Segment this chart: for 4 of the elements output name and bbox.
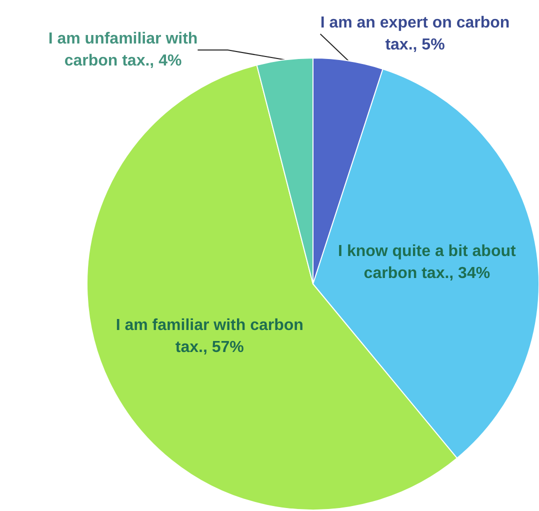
slice-label: I am unfamiliar with carbon tax., 4%	[48, 30, 198, 70]
slice-label: I know quite a bit about carbon tax., 34%	[338, 242, 516, 282]
slice-label: I am familiar with carbon tax., 57%	[116, 317, 304, 356]
slice-label: I am an expert on carbon tax., 5%	[320, 14, 510, 54]
